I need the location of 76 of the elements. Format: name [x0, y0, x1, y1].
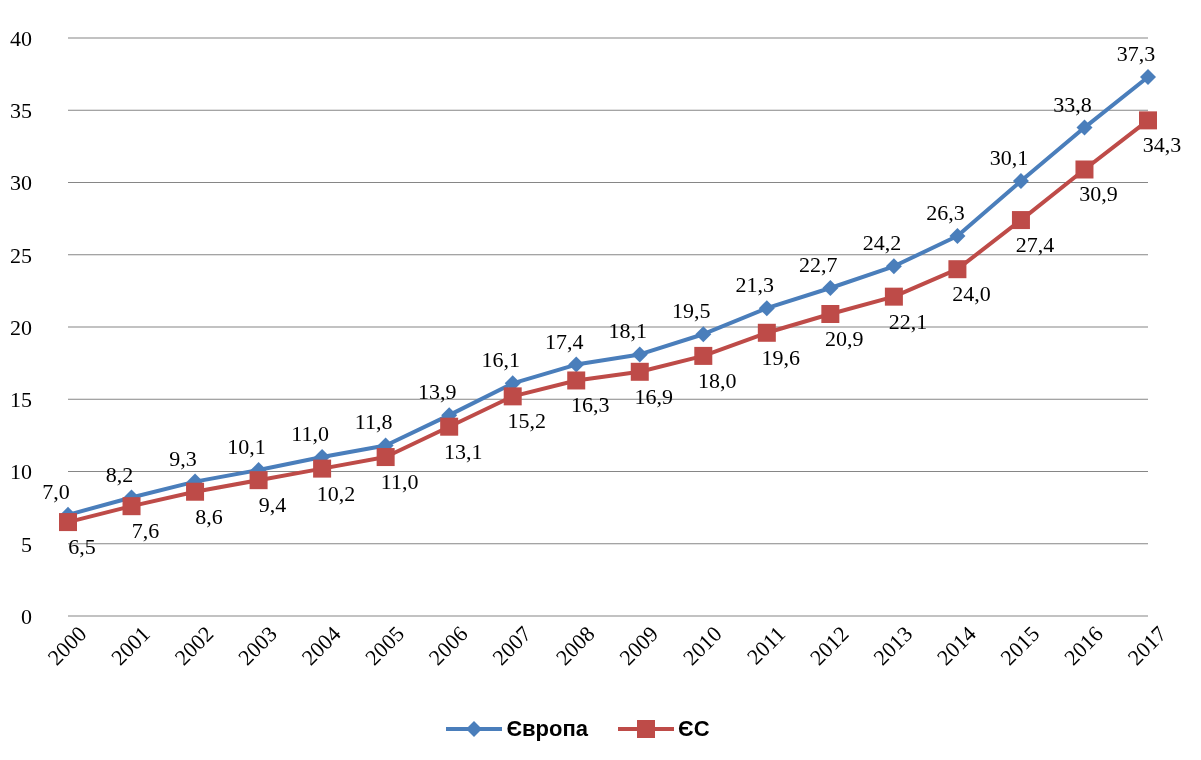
data-label: 11,0 — [380, 469, 419, 495]
y-tick-label: 25 — [10, 242, 32, 268]
data-label: 21,3 — [735, 272, 775, 298]
point — [948, 260, 967, 279]
data-label: 6,5 — [68, 534, 96, 560]
data-label: 37,3 — [1116, 41, 1156, 67]
point — [821, 305, 840, 323]
point — [695, 326, 712, 343]
data-label: 7,0 — [42, 478, 70, 504]
data-label: 9,4 — [258, 492, 287, 518]
data-label: 34,3 — [1142, 132, 1182, 158]
y-tick-label: 5 — [21, 531, 32, 557]
point — [1139, 111, 1157, 130]
point — [186, 482, 205, 501]
point — [567, 371, 586, 390]
data-label: 20,9 — [825, 325, 864, 351]
point — [631, 346, 648, 363]
data-label: 13,1 — [443, 438, 483, 464]
y-tick-label: 35 — [10, 98, 32, 124]
point — [122, 497, 141, 516]
data-label: 30,1 — [989, 145, 1029, 171]
data-label: 19,5 — [672, 298, 711, 324]
data-label: 26,3 — [926, 199, 965, 225]
data-label: 33,8 — [1053, 91, 1092, 117]
data-label: 24,0 — [952, 281, 991, 307]
point — [376, 448, 395, 467]
y-tick-label: 0 — [21, 603, 32, 629]
point — [630, 362, 649, 381]
y-tick-label: 40 — [10, 25, 32, 51]
point — [884, 287, 903, 306]
point — [440, 417, 459, 436]
data-label: 27,4 — [1015, 232, 1055, 258]
data-label: 30,9 — [1079, 181, 1118, 207]
point — [757, 323, 776, 342]
data-label: 22,7 — [799, 251, 838, 277]
data-label: 11,8 — [354, 409, 393, 435]
point — [1012, 173, 1029, 190]
point — [313, 459, 332, 478]
y-tick-label: 10 — [10, 459, 32, 485]
y-tick-label: 15 — [10, 387, 32, 413]
data-label: 11,0 — [291, 421, 329, 447]
point — [1140, 69, 1156, 86]
data-label: 18,1 — [608, 318, 648, 344]
point — [59, 513, 77, 532]
legend-label: Європа — [505, 716, 589, 742]
data-label: 24,2 — [862, 230, 902, 256]
point — [885, 258, 902, 275]
point — [1011, 211, 1030, 230]
data-label: 8,6 — [195, 503, 223, 529]
data-label: 22,1 — [888, 308, 928, 334]
point — [694, 346, 713, 365]
legend-label: ЄС — [677, 716, 710, 742]
point — [503, 387, 522, 406]
data-label: 8,2 — [105, 461, 134, 487]
y-tick-label: 20 — [10, 314, 32, 340]
data-label: 18,0 — [698, 367, 737, 393]
data-label: 16,1 — [481, 347, 520, 373]
data-label: 16,9 — [634, 383, 674, 409]
point — [758, 300, 775, 317]
point — [568, 356, 585, 373]
data-label: 10,2 — [316, 480, 356, 506]
y-tick-label: 30 — [10, 170, 32, 196]
data-label: 7,6 — [131, 518, 160, 544]
data-label: 10,1 — [227, 434, 266, 460]
x-tick-label: 2011 — [741, 621, 791, 670]
data-label: 17,4 — [544, 328, 584, 354]
data-label: 16,3 — [570, 392, 610, 418]
data-label: 13,9 — [417, 379, 457, 405]
point — [822, 279, 839, 296]
point — [1076, 119, 1093, 136]
data-label: 9,3 — [169, 445, 197, 471]
data-label: 15,2 — [507, 408, 546, 434]
point — [249, 471, 268, 490]
point — [1075, 160, 1094, 179]
data-label: 19,6 — [761, 344, 801, 370]
point — [949, 227, 966, 244]
